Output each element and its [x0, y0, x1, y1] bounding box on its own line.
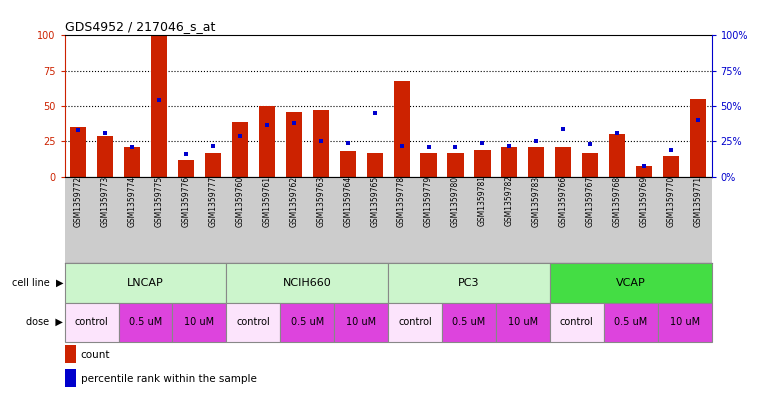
Bar: [151, 35, 167, 177]
Bar: [173, 303, 227, 342]
Text: 10 uM: 10 uM: [184, 317, 215, 327]
Bar: [501, 147, 517, 177]
Bar: [70, 127, 86, 177]
Bar: [65, 369, 76, 387]
Bar: [609, 134, 626, 177]
Bar: [124, 147, 140, 177]
Bar: [496, 303, 550, 342]
Text: GDS4952 / 217046_s_at: GDS4952 / 217046_s_at: [65, 20, 215, 33]
Text: 0.5 uM: 0.5 uM: [129, 317, 162, 327]
Bar: [65, 303, 119, 342]
Bar: [663, 156, 679, 177]
Bar: [550, 303, 603, 342]
Bar: [178, 160, 194, 177]
Bar: [393, 81, 409, 177]
Bar: [636, 165, 652, 177]
Bar: [388, 263, 550, 303]
Bar: [227, 303, 280, 342]
Text: count: count: [81, 350, 110, 360]
Bar: [313, 110, 329, 177]
Text: 0.5 uM: 0.5 uM: [452, 317, 486, 327]
Text: LNCAP: LNCAP: [127, 278, 164, 288]
Text: dose  ▶: dose ▶: [27, 317, 63, 327]
Text: 0.5 uM: 0.5 uM: [614, 317, 648, 327]
Bar: [550, 263, 712, 303]
Bar: [603, 303, 658, 342]
Bar: [65, 345, 76, 363]
Bar: [658, 303, 712, 342]
Text: percentile rank within the sample: percentile rank within the sample: [81, 374, 256, 384]
Text: control: control: [75, 317, 109, 327]
Text: control: control: [560, 317, 594, 327]
Text: 10 uM: 10 uM: [508, 317, 538, 327]
Bar: [339, 151, 356, 177]
Text: cell line  ▶: cell line ▶: [11, 278, 63, 288]
Bar: [582, 153, 598, 177]
Text: 10 uM: 10 uM: [670, 317, 699, 327]
Bar: [690, 99, 706, 177]
Bar: [334, 303, 388, 342]
Bar: [367, 153, 383, 177]
Text: control: control: [237, 317, 270, 327]
Bar: [119, 303, 173, 342]
Bar: [259, 106, 275, 177]
Bar: [280, 303, 334, 342]
Bar: [97, 136, 113, 177]
Text: VCAP: VCAP: [616, 278, 645, 288]
Text: 0.5 uM: 0.5 uM: [291, 317, 324, 327]
Text: PC3: PC3: [458, 278, 479, 288]
Bar: [421, 153, 437, 177]
Bar: [205, 153, 221, 177]
Bar: [528, 147, 544, 177]
Bar: [388, 303, 442, 342]
Text: control: control: [398, 317, 432, 327]
Bar: [442, 303, 496, 342]
Bar: [285, 112, 302, 177]
Text: 10 uM: 10 uM: [346, 317, 376, 327]
Bar: [227, 263, 388, 303]
Bar: [474, 150, 491, 177]
Bar: [232, 122, 248, 177]
Bar: [447, 153, 463, 177]
Bar: [556, 147, 572, 177]
Bar: [65, 263, 227, 303]
Text: NCIH660: NCIH660: [283, 278, 332, 288]
